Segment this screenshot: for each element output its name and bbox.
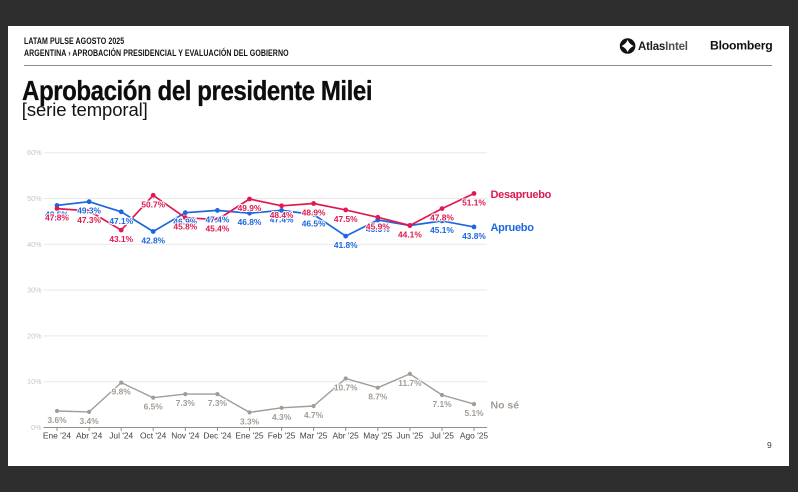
svg-text:30%: 30% [27, 286, 42, 295]
svg-text:45.3%: 45.3% [366, 224, 390, 234]
svg-text:43.8%: 43.8% [462, 231, 486, 241]
svg-text:47.3%: 47.3% [77, 215, 101, 225]
svg-text:48.9%: 48.9% [302, 208, 326, 218]
svg-text:47.5%: 47.5% [334, 214, 358, 224]
svg-text:Abr '25: Abr '25 [333, 430, 360, 440]
svg-text:43.1%: 43.1% [109, 234, 133, 244]
svg-text:Mar '25: Mar '25 [300, 430, 328, 440]
svg-text:46.5%: 46.5% [302, 219, 326, 229]
svg-text:Ene '24: Ene '24 [43, 430, 71, 440]
svg-text:0%: 0% [31, 423, 42, 432]
svg-text:AtlasIntel: AtlasIntel [638, 41, 688, 53]
svg-text:44.1%: 44.1% [398, 230, 422, 240]
svg-text:45.9%: 45.9% [366, 221, 390, 231]
svg-text:47.8%: 47.8% [45, 213, 69, 223]
svg-text:10.7%: 10.7% [334, 383, 358, 393]
svg-text:46.9%: 46.9% [173, 217, 197, 227]
svg-text:48.4%: 48.4% [270, 210, 294, 220]
svg-text:Bloomberg: Bloomberg [710, 39, 773, 53]
svg-text:No sé: No sé [491, 399, 520, 411]
svg-text:Jun '25: Jun '25 [397, 430, 424, 440]
svg-text:41.8%: 41.8% [334, 240, 358, 250]
svg-text:48.5%: 48.5% [45, 209, 69, 219]
svg-text:7.1%: 7.1% [432, 399, 452, 409]
svg-text:Abr '24: Abr '24 [76, 430, 103, 440]
svg-text:11.7%: 11.7% [398, 378, 422, 388]
svg-text:9.8%: 9.8% [112, 387, 132, 397]
svg-text:40%: 40% [27, 240, 42, 249]
svg-text:45.4%: 45.4% [206, 224, 230, 234]
svg-text:47.8%: 47.8% [430, 213, 454, 223]
svg-text:45.8%: 45.8% [173, 222, 197, 232]
svg-text:8.7%: 8.7% [368, 392, 388, 402]
svg-text:3.3%: 3.3% [240, 416, 260, 426]
svg-text:20%: 20% [27, 331, 42, 340]
svg-text:45.1%: 45.1% [430, 225, 454, 235]
svg-text:5.1%: 5.1% [464, 408, 484, 418]
svg-text:60%: 60% [27, 148, 42, 157]
svg-text:4.7%: 4.7% [304, 410, 324, 420]
svg-text:10%: 10% [27, 377, 42, 386]
svg-text:51.1%: 51.1% [462, 198, 486, 208]
svg-text:6.5%: 6.5% [144, 402, 164, 412]
svg-text:50.7%: 50.7% [141, 199, 165, 209]
svg-text:47.1%: 47.1% [109, 216, 133, 226]
svg-text:Jul '24: Jul '24 [109, 430, 133, 440]
svg-text:Apruebo: Apruebo [491, 222, 535, 234]
svg-text:49.3%: 49.3% [77, 206, 101, 216]
svg-text:3.6%: 3.6% [47, 415, 67, 425]
svg-text:4.3%: 4.3% [272, 412, 292, 422]
svg-text:May '25: May '25 [363, 430, 392, 440]
svg-text:Jul '25: Jul '25 [430, 430, 454, 440]
svg-text:46.8%: 46.8% [238, 217, 262, 227]
svg-text:7.3%: 7.3% [176, 398, 196, 408]
svg-text:7.3%: 7.3% [208, 398, 228, 408]
svg-text:Nov '24: Nov '24 [171, 430, 199, 440]
svg-text:50%: 50% [27, 194, 42, 203]
svg-text:Ene '25: Ene '25 [235, 430, 263, 440]
svg-text:Oct '24: Oct '24 [140, 430, 167, 440]
svg-text:49.9%: 49.9% [238, 203, 262, 213]
svg-text:Desapruebo: Desapruebo [491, 189, 552, 201]
svg-text:Dec '24: Dec '24 [203, 430, 231, 440]
svg-text:47.4%: 47.4% [270, 214, 294, 224]
svg-text:Ago '25: Ago '25 [460, 430, 488, 440]
svg-text:47.4%: 47.4% [206, 214, 230, 224]
svg-text:42.8%: 42.8% [141, 236, 165, 246]
svg-text:Feb '25: Feb '25 [268, 430, 296, 440]
svg-text:3.4%: 3.4% [80, 416, 100, 426]
